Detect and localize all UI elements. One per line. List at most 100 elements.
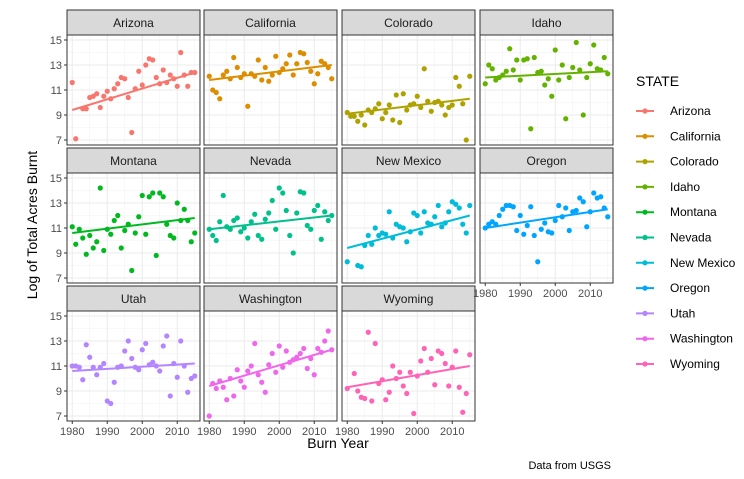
trend-line-california xyxy=(209,64,332,81)
legend-point-key xyxy=(642,133,648,139)
data-point-california xyxy=(301,51,307,57)
data-point-oregon xyxy=(573,207,579,214)
data-point-oregon xyxy=(584,224,590,230)
data-point-wyoming xyxy=(400,383,406,389)
y-tick-label: 9 xyxy=(56,386,62,398)
data-point-idaho xyxy=(503,68,509,74)
strip-background xyxy=(203,9,338,36)
legend-point-key xyxy=(642,260,648,266)
data-point-oregon xyxy=(528,204,534,210)
data-point-colorado xyxy=(449,102,455,108)
data-point-wyoming xyxy=(460,409,466,415)
data-point-arizona xyxy=(115,81,121,87)
data-point-colorado xyxy=(383,109,389,116)
data-point-oregon xyxy=(517,212,523,219)
data-point-nevada xyxy=(311,207,317,214)
data-point-idaho xyxy=(531,54,537,61)
data-point-washington xyxy=(231,393,237,399)
data-point-montana xyxy=(157,190,163,196)
data-point-utah xyxy=(111,379,117,385)
legend-item-nevada: Nevada xyxy=(636,231,712,245)
facet-panels: Arizona California Colorado Idaho Montana Nev… xyxy=(66,9,614,422)
panel-border xyxy=(479,172,614,284)
x-tick-label: 1990 xyxy=(370,426,394,438)
data-point-idaho xyxy=(542,82,548,88)
data-point-wyoming xyxy=(386,389,392,395)
panel-border xyxy=(203,34,338,146)
strip-background xyxy=(479,147,614,174)
data-point-montana xyxy=(174,200,180,206)
data-point-montana xyxy=(69,224,75,230)
strip-label: Wyoming xyxy=(384,292,434,306)
data-point-wyoming xyxy=(421,345,427,352)
data-point-arizona xyxy=(111,86,117,92)
data-point-new-mexico xyxy=(439,224,445,230)
data-point-utah xyxy=(160,343,166,349)
data-point-nevada xyxy=(241,225,247,231)
data-point-nevada xyxy=(262,216,268,222)
trend-line-montana xyxy=(72,217,195,234)
data-point-oregon xyxy=(563,205,569,211)
data-point-washington xyxy=(304,365,310,372)
data-point-oregon xyxy=(524,222,530,229)
data-point-oregon xyxy=(566,227,572,234)
legend-point-key xyxy=(642,361,648,367)
data-point-colorado xyxy=(362,122,368,128)
data-point-new-mexico xyxy=(435,202,441,209)
data-point-montana xyxy=(90,245,96,251)
panel-arizona: Arizona xyxy=(66,9,201,146)
data-point-arizona xyxy=(153,74,159,81)
strip-background xyxy=(66,147,201,174)
y-tick-label: 13 xyxy=(50,60,62,72)
data-point-utah xyxy=(150,359,156,365)
data-point-montana xyxy=(150,190,156,196)
data-point-california xyxy=(259,77,265,83)
y-tick-label: 7 xyxy=(56,411,62,423)
legend-label: Washington xyxy=(670,332,733,346)
data-point-washington xyxy=(269,350,275,357)
data-point-nevada xyxy=(294,210,300,216)
legend-point-key xyxy=(642,310,648,316)
legend-label: Wyoming xyxy=(670,357,720,371)
data-point-wyoming xyxy=(432,382,438,388)
data-point-nevada xyxy=(217,219,223,225)
data-point-washington xyxy=(213,385,219,392)
data-point-new-mexico xyxy=(446,209,452,215)
data-point-new-mexico xyxy=(400,225,406,231)
legend-item-arizona: Arizona xyxy=(636,104,711,118)
data-point-arizona xyxy=(174,83,180,89)
strip-label: Nevada xyxy=(250,154,292,168)
data-point-oregon xyxy=(538,226,544,232)
data-point-idaho xyxy=(486,62,492,68)
legend-label: Montana xyxy=(670,205,717,219)
data-point-california xyxy=(315,71,321,77)
legend-item-wyoming: Wyoming xyxy=(636,357,720,371)
data-point-nevada xyxy=(255,232,261,239)
data-point-washington xyxy=(283,348,289,354)
data-point-arizona xyxy=(150,57,156,63)
data-point-montana xyxy=(83,251,89,257)
data-point-california xyxy=(255,57,261,63)
data-point-wyoming xyxy=(404,390,410,397)
panel-oregon: Oregon xyxy=(479,147,614,284)
x-tick-label: 1980 xyxy=(335,426,359,438)
data-point-new-mexico xyxy=(358,264,364,270)
data-point-washington xyxy=(266,362,272,368)
data-point-montana xyxy=(181,206,187,212)
y-tick-label: 9 xyxy=(56,248,62,260)
data-point-nevada xyxy=(308,226,314,232)
data-point-new-mexico xyxy=(418,230,424,236)
data-point-utah xyxy=(192,373,198,379)
strip-label: Montana xyxy=(110,154,157,168)
data-point-new-mexico xyxy=(463,230,469,236)
data-point-washington xyxy=(273,369,279,375)
data-point-california xyxy=(269,72,275,78)
data-point-colorado xyxy=(379,116,385,122)
panel-wyoming: Wyoming xyxy=(341,285,476,422)
data-point-nevada xyxy=(238,229,244,235)
data-point-idaho xyxy=(517,77,523,83)
data-point-oregon xyxy=(535,259,541,265)
data-point-california xyxy=(266,78,272,84)
data-point-idaho xyxy=(552,47,558,53)
